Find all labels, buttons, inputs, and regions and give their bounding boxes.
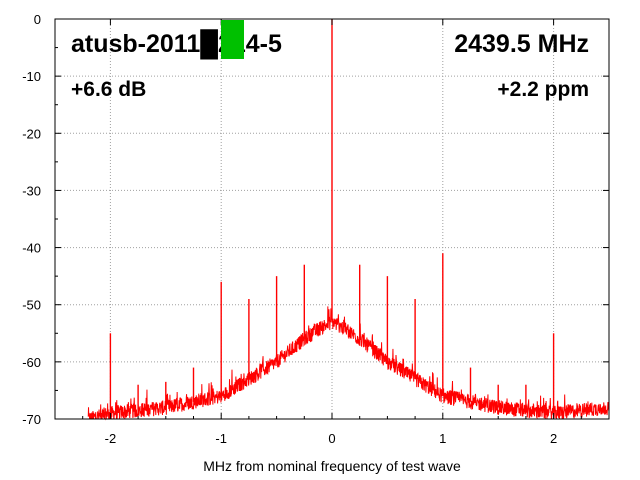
- y-tick-label: -30: [22, 183, 41, 198]
- y-tick-label: -10: [22, 69, 41, 84]
- y-tick-label: -70: [22, 412, 41, 427]
- x-axis-label: MHz from nominal frequency of test wave: [203, 458, 461, 474]
- x-tick-label: -2: [105, 431, 117, 446]
- spectrum-trace: [87, 19, 610, 421]
- offset-label: +2.2 ppm: [497, 78, 589, 101]
- x-tick-label: -1: [215, 431, 227, 446]
- x-tick-label: 2: [550, 431, 557, 446]
- chart-title: atusb-2011█214-5: [71, 29, 282, 60]
- y-tick-label: -50: [22, 298, 41, 313]
- noise-floor-trace: [87, 306, 610, 421]
- redaction-box: [221, 20, 244, 59]
- frequency-label: 2439.5 MHz: [454, 30, 589, 58]
- y-tick-label: -60: [22, 355, 41, 370]
- y-tick-label: -20: [22, 126, 41, 141]
- y-tick-label: 0: [34, 12, 41, 27]
- x-tick-label: 1: [439, 431, 446, 446]
- gain-label: +6.6 dB: [71, 78, 146, 101]
- y-tick-label: -40: [22, 241, 41, 256]
- x-tick-label: 0: [328, 431, 335, 446]
- axis-ticks: -2 -1 0 1 20-10-20-30-40-50-60-70: [22, 12, 610, 446]
